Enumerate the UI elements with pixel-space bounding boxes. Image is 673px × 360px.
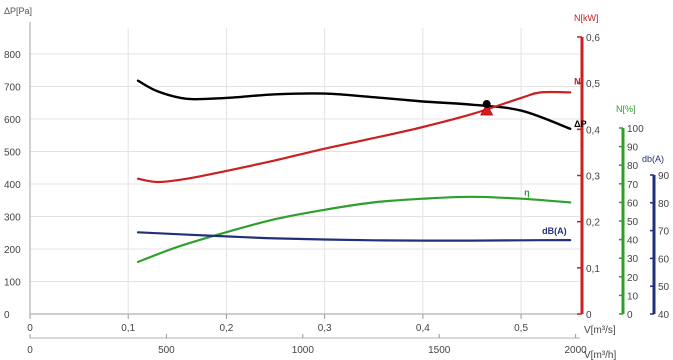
db-tick-label: 70 bbox=[658, 227, 670, 238]
series-line-eff bbox=[136, 195, 572, 263]
operating-point-marker bbox=[480, 103, 494, 116]
db-tick-label: 80 bbox=[658, 199, 670, 210]
series-line-db bbox=[136, 231, 572, 242]
eff-tick-label: 0 bbox=[627, 310, 633, 321]
x2-tick-label: 2000 bbox=[565, 345, 588, 356]
x2-tick-label: 1500 bbox=[428, 345, 451, 356]
x2-tick-label: 0 bbox=[27, 345, 33, 356]
x-tick-label: 0,2 bbox=[219, 323, 233, 334]
eff-tick-label: 60 bbox=[627, 198, 639, 209]
x-tick-label: 0,1 bbox=[121, 323, 135, 334]
eff-tick-label: 40 bbox=[627, 236, 639, 247]
db-axis-title: db(A) bbox=[642, 154, 664, 164]
x-tick-label: 0,5 bbox=[514, 323, 528, 334]
series-label-db: dB(A) bbox=[542, 226, 567, 236]
x-tick-label: 0,4 bbox=[416, 323, 430, 334]
series-line-dp bbox=[136, 79, 572, 130]
dp-tick-label: 100 bbox=[4, 278, 21, 289]
x2-axis-title: V[m³/h] bbox=[584, 350, 616, 360]
eff-axis-title: N[%] bbox=[616, 104, 636, 114]
eff-tick-label: 80 bbox=[627, 161, 639, 172]
dp-tick-label: 700 bbox=[4, 83, 21, 94]
dp-tick-label: 500 bbox=[4, 148, 21, 159]
n-axis-title: N[kW] bbox=[574, 13, 599, 23]
x-axis-title: V[m³/s] bbox=[584, 325, 616, 336]
n-tick-label: 0,1 bbox=[586, 264, 600, 275]
eff-tick-label: 50 bbox=[627, 217, 639, 228]
db-tick-label: 90 bbox=[658, 171, 670, 182]
eff-tick-label: 30 bbox=[627, 254, 639, 265]
operating-point-dot bbox=[482, 100, 491, 109]
series-line-n bbox=[136, 90, 572, 184]
eff-tick-label: 90 bbox=[627, 143, 639, 154]
n-tick-label: 0,4 bbox=[586, 125, 600, 136]
dp-axis-title: ΔP[Pa] bbox=[4, 6, 32, 16]
eff-tick-label: 20 bbox=[627, 273, 639, 284]
n-tick-label: 0,3 bbox=[586, 172, 600, 183]
dp-tick-label: 0 bbox=[4, 310, 10, 321]
eff-tick-label: 100 bbox=[627, 124, 644, 135]
dp-tick-label: 400 bbox=[4, 180, 21, 191]
x2-tick-label: 500 bbox=[158, 345, 175, 356]
db-tick-label: 40 bbox=[658, 310, 670, 321]
eff-tick-label: 70 bbox=[627, 180, 639, 191]
series-label-n: N bbox=[574, 76, 581, 86]
series-label-eff: η bbox=[524, 187, 530, 197]
n-tick-label: 0 bbox=[586, 310, 592, 321]
eff-tick-label: 10 bbox=[627, 291, 639, 302]
n-tick-label: 0,6 bbox=[586, 33, 600, 44]
dp-tick-label: 800 bbox=[4, 50, 21, 61]
db-tick-label: 50 bbox=[658, 282, 670, 293]
n-tick-label: 0,5 bbox=[586, 79, 600, 90]
x-tick-label: 0,3 bbox=[318, 323, 332, 334]
db-tick-label: 60 bbox=[658, 254, 670, 265]
dp-tick-label: 200 bbox=[4, 245, 21, 256]
dp-tick-label: 300 bbox=[4, 213, 21, 224]
dp-tick-label: 600 bbox=[4, 115, 21, 126]
x2-tick-label: 1000 bbox=[292, 345, 315, 356]
n-tick-label: 0,2 bbox=[586, 218, 600, 229]
x-tick-label: 0 bbox=[27, 323, 33, 334]
series-label-dp: ΔP bbox=[574, 119, 586, 129]
